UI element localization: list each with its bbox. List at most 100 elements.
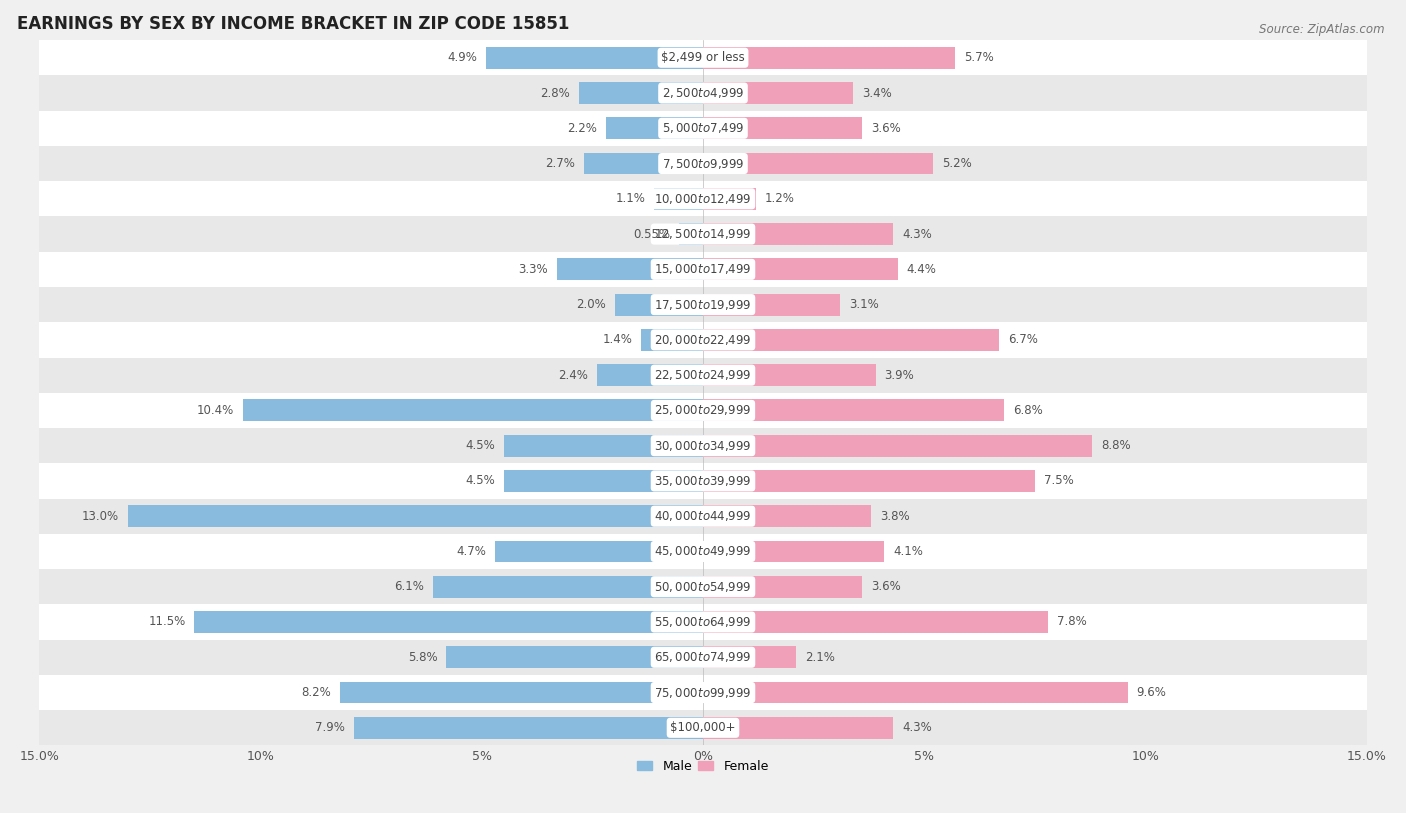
- Text: 7.9%: 7.9%: [315, 721, 344, 734]
- Bar: [703, 47, 955, 68]
- Bar: [353, 717, 703, 739]
- Bar: [703, 117, 862, 139]
- Bar: [703, 681, 1128, 703]
- Bar: [703, 364, 876, 386]
- Bar: [39, 76, 1367, 111]
- Text: 1.1%: 1.1%: [616, 193, 645, 206]
- Text: 1.2%: 1.2%: [765, 193, 794, 206]
- Bar: [39, 640, 1367, 675]
- Text: Source: ZipAtlas.com: Source: ZipAtlas.com: [1260, 23, 1385, 36]
- Bar: [614, 293, 703, 315]
- Text: EARNINGS BY SEX BY INCOME BRACKET IN ZIP CODE 15851: EARNINGS BY SEX BY INCOME BRACKET IN ZIP…: [17, 15, 569, 33]
- Text: 3.4%: 3.4%: [862, 86, 891, 99]
- Text: 2.4%: 2.4%: [558, 368, 588, 381]
- Bar: [39, 604, 1367, 640]
- Bar: [557, 259, 703, 280]
- Bar: [703, 435, 1092, 457]
- Bar: [703, 646, 796, 668]
- Bar: [703, 293, 841, 315]
- Text: 5.8%: 5.8%: [408, 650, 437, 663]
- Bar: [703, 541, 884, 563]
- Bar: [39, 428, 1367, 463]
- Text: $50,000 to $54,999: $50,000 to $54,999: [654, 580, 752, 593]
- Text: $65,000 to $74,999: $65,000 to $74,999: [654, 650, 752, 664]
- Text: 3.1%: 3.1%: [849, 298, 879, 311]
- Bar: [495, 541, 703, 563]
- Text: $7,500 to $9,999: $7,500 to $9,999: [662, 157, 744, 171]
- Bar: [243, 399, 703, 421]
- Text: $2,500 to $4,999: $2,500 to $4,999: [662, 86, 744, 100]
- Text: 2.7%: 2.7%: [546, 157, 575, 170]
- Bar: [39, 287, 1367, 322]
- Bar: [579, 82, 703, 104]
- Bar: [39, 216, 1367, 252]
- Text: $30,000 to $34,999: $30,000 to $34,999: [654, 439, 752, 453]
- Bar: [703, 223, 893, 245]
- Bar: [39, 569, 1367, 604]
- Bar: [340, 681, 703, 703]
- Bar: [39, 146, 1367, 181]
- Text: $35,000 to $39,999: $35,000 to $39,999: [654, 474, 752, 488]
- Text: 4.3%: 4.3%: [903, 721, 932, 734]
- Text: 4.5%: 4.5%: [465, 439, 495, 452]
- Bar: [703, 399, 1004, 421]
- Text: $40,000 to $44,999: $40,000 to $44,999: [654, 509, 752, 524]
- Text: 3.8%: 3.8%: [880, 510, 910, 523]
- Text: $2,499 or less: $2,499 or less: [661, 51, 745, 64]
- Bar: [703, 611, 1047, 633]
- Bar: [433, 576, 703, 598]
- Bar: [486, 47, 703, 68]
- Text: $75,000 to $99,999: $75,000 to $99,999: [654, 685, 752, 699]
- Text: 6.7%: 6.7%: [1008, 333, 1038, 346]
- Text: 7.5%: 7.5%: [1043, 475, 1073, 488]
- Bar: [679, 223, 703, 245]
- Bar: [39, 358, 1367, 393]
- Bar: [596, 364, 703, 386]
- Text: 2.0%: 2.0%: [576, 298, 606, 311]
- Text: 5.2%: 5.2%: [942, 157, 972, 170]
- Bar: [703, 188, 756, 210]
- Bar: [654, 188, 703, 210]
- Text: $55,000 to $64,999: $55,000 to $64,999: [654, 615, 752, 629]
- Text: $100,000+: $100,000+: [671, 721, 735, 734]
- Text: 4.1%: 4.1%: [893, 545, 924, 558]
- Text: $10,000 to $12,499: $10,000 to $12,499: [654, 192, 752, 206]
- Bar: [703, 259, 897, 280]
- Text: 9.6%: 9.6%: [1136, 686, 1167, 699]
- Text: 2.8%: 2.8%: [540, 86, 571, 99]
- Text: 3.3%: 3.3%: [519, 263, 548, 276]
- Text: 4.7%: 4.7%: [457, 545, 486, 558]
- Text: 3.6%: 3.6%: [872, 122, 901, 135]
- Bar: [703, 505, 872, 527]
- Bar: [39, 322, 1367, 358]
- Bar: [447, 646, 703, 668]
- Bar: [39, 252, 1367, 287]
- Text: $12,500 to $14,999: $12,500 to $14,999: [654, 227, 752, 241]
- Text: 4.9%: 4.9%: [447, 51, 478, 64]
- Text: 2.2%: 2.2%: [567, 122, 596, 135]
- Bar: [39, 498, 1367, 534]
- Bar: [703, 82, 853, 104]
- Text: 8.2%: 8.2%: [302, 686, 332, 699]
- Bar: [128, 505, 703, 527]
- Bar: [194, 611, 703, 633]
- Bar: [503, 435, 703, 457]
- Bar: [641, 329, 703, 350]
- Bar: [703, 470, 1035, 492]
- Bar: [39, 393, 1367, 428]
- Text: 10.4%: 10.4%: [197, 404, 235, 417]
- Text: 8.8%: 8.8%: [1101, 439, 1130, 452]
- Text: 0.55%: 0.55%: [633, 228, 669, 241]
- Text: 4.4%: 4.4%: [907, 263, 936, 276]
- Bar: [39, 40, 1367, 76]
- Text: 4.5%: 4.5%: [465, 475, 495, 488]
- Bar: [39, 675, 1367, 711]
- Bar: [39, 711, 1367, 746]
- Text: $5,000 to $7,499: $5,000 to $7,499: [662, 121, 744, 135]
- Text: $25,000 to $29,999: $25,000 to $29,999: [654, 403, 752, 417]
- Bar: [39, 534, 1367, 569]
- Text: 1.4%: 1.4%: [602, 333, 633, 346]
- Text: 3.6%: 3.6%: [872, 580, 901, 593]
- Bar: [39, 181, 1367, 216]
- Text: 6.8%: 6.8%: [1012, 404, 1042, 417]
